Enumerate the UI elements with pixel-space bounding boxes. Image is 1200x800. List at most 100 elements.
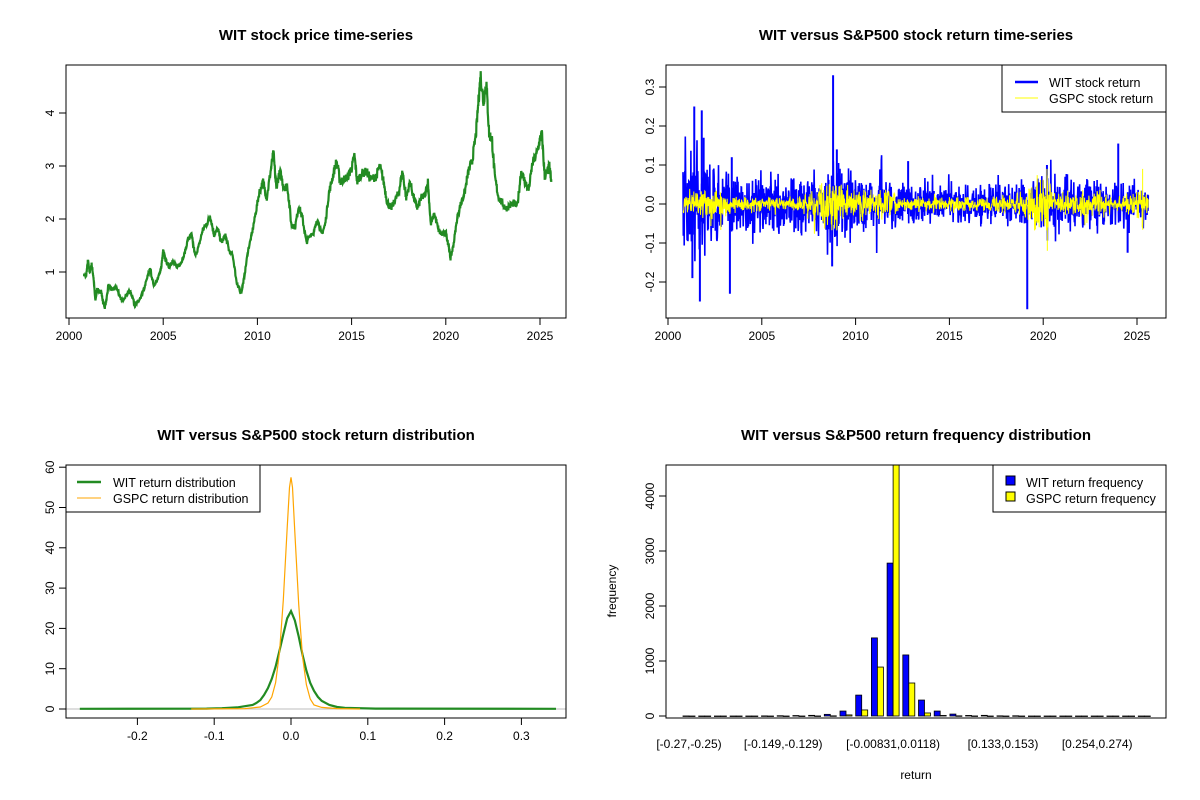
y-tick-label: 60	[43, 460, 57, 474]
wit-freq-bar	[1137, 715, 1145, 717]
x-tick-label: [-0.149,-0.129)	[744, 737, 823, 751]
price-plot-box	[65, 64, 567, 319]
legend-swatch-gspc-freq	[1005, 491, 1016, 502]
wit-freq-bar	[886, 562, 894, 717]
wit-freq-bar	[996, 715, 1004, 717]
return-timeseries-panel: WIT versus S&P500 stock return time-seri…	[643, 27, 1167, 343]
y-tick-label: 40	[43, 541, 57, 555]
wit-freq-bar	[871, 637, 878, 717]
density-series	[66, 477, 566, 710]
x-tick-label: 2025	[527, 329, 554, 343]
price-series	[83, 71, 553, 310]
y-tick-label: 20	[43, 621, 57, 635]
x-tick-label: 2005	[150, 329, 177, 343]
wit-freq-bar	[1075, 715, 1082, 717]
wit-freq-bar	[1059, 715, 1067, 717]
wit-freq-bar	[1043, 715, 1051, 717]
x-tick-label: [-0.27,-0.25)	[656, 737, 721, 751]
wit-freq-bar	[855, 694, 863, 717]
y-tick-label: 0	[43, 705, 57, 712]
wit-freq-bar	[918, 699, 925, 717]
wit-freq-bar	[698, 715, 706, 717]
wit-freq-bar	[933, 710, 941, 717]
wit-freq-bar	[729, 715, 737, 717]
y-tick-label: -0.2	[643, 271, 657, 292]
gspc-freq-bar	[704, 715, 712, 717]
gspc-freq-bar	[767, 715, 774, 717]
wit-freq-bar	[682, 715, 690, 717]
price-line	[83, 71, 553, 310]
x-tick-label: 2005	[748, 329, 775, 343]
y-tick-label: 4	[43, 109, 57, 116]
x-tick-label: 2010	[842, 329, 869, 343]
gspc-freq-bar	[1096, 715, 1104, 717]
x-tick-label: [0.133,0.153)	[968, 737, 1039, 751]
x-tick-label: 2025	[1124, 329, 1151, 343]
price-axes: 2000 2005 2010 2015 2020 2025 1 2 3 4	[43, 109, 554, 343]
y-tick-label: 0.1	[643, 156, 657, 173]
wit-freq-bar	[1012, 715, 1020, 717]
gspc-freq-bar	[782, 715, 790, 717]
wit-freq-bar	[823, 713, 831, 717]
x-tick-label: 0.0	[283, 729, 300, 743]
price-chart-panel: WIT stock price time-series 2000 2005 2010…	[43, 27, 567, 343]
wit-freq-bar	[776, 715, 784, 717]
legend-gspc-density-label: GSPC return distribution	[113, 492, 249, 506]
x-tick-label: 0.2	[436, 729, 453, 743]
y-tick-label: 3	[43, 162, 57, 169]
x-tick-label: 0.3	[513, 729, 530, 743]
wit-freq-bar	[1028, 715, 1035, 717]
histogram-ylabel: frequency	[605, 565, 619, 618]
legend-wit-freq-label: WIT return frequency	[1026, 476, 1144, 490]
wit-freq-bar	[965, 715, 972, 717]
gspc-freq-bar	[688, 715, 696, 717]
density-title: WIT versus S&P500 stock return distribut…	[157, 427, 475, 444]
return-legend: WIT stock return GSPC stock return	[1001, 64, 1167, 113]
wit-freq-bar	[902, 654, 910, 717]
histogram-axes: 0 1000 2000 3000 4000 [-0.27,-0.25) [-0.149,-0…	[643, 482, 1133, 751]
density-axes: -0.2 -0.1 0.0 0.1 0.2 0.3 0 10 20 30 40 50 60	[43, 460, 530, 743]
gspc-freq-bar	[814, 715, 821, 717]
legend-wit-density-label: WIT return distribution	[113, 476, 236, 490]
gspc-freq-bar	[861, 709, 869, 717]
return-timeseries-title: WIT versus S&P500 stock return time-seri…	[759, 27, 1073, 44]
gspc-freq-bar	[986, 715, 994, 717]
x-tick-label: -0.2	[127, 729, 148, 743]
gspc-freq-bar	[877, 666, 884, 717]
legend-wit-label: WIT stock return	[1049, 76, 1141, 90]
x-tick-label: 2000	[56, 329, 83, 343]
y-tick-label: 0.2	[643, 117, 657, 134]
gspc-freq-bar	[1128, 715, 1135, 717]
gspc-density-line	[191, 477, 361, 710]
gspc-freq-bar	[829, 715, 837, 717]
y-tick-label: 1	[43, 268, 57, 275]
x-tick-label: 2020	[1030, 329, 1057, 343]
gspc-freq-bar	[845, 714, 853, 717]
gspc-freq-bar	[1049, 715, 1057, 717]
gspc-freq-bar	[892, 465, 900, 717]
y-tick-label: 2	[43, 215, 57, 222]
gspc-freq-bar	[1018, 715, 1026, 717]
density-legend: WIT return distribution GSPC return dist…	[65, 464, 261, 513]
legend-swatch-wit-freq	[1005, 475, 1016, 486]
histogram-panel: WIT versus S&P500 return frequency distr…	[605, 427, 1167, 782]
y-tick-label: 4000	[643, 482, 657, 509]
wit-freq-bar	[714, 715, 721, 717]
wit-freq-bar	[1106, 715, 1114, 717]
y-tick-label: 10	[43, 662, 57, 676]
legend-gspc-freq-label: GSPC return frequency	[1026, 492, 1157, 506]
y-tick-label: 0.3	[643, 78, 657, 95]
x-tick-label: 2020	[432, 329, 459, 343]
wit-freq-bar	[792, 715, 800, 717]
gspc-freq-bar	[939, 715, 947, 717]
gspc-freq-bar	[798, 715, 806, 717]
y-tick-label: 0	[643, 712, 657, 719]
wit-freq-bar	[808, 714, 815, 717]
wit-freq-bar	[839, 710, 847, 717]
return-series	[682, 75, 1150, 310]
y-tick-label: 3000	[643, 537, 657, 564]
wit-freq-bar	[745, 715, 753, 717]
wit-return-line	[682, 136, 1150, 262]
wit-freq-bar	[761, 715, 768, 717]
